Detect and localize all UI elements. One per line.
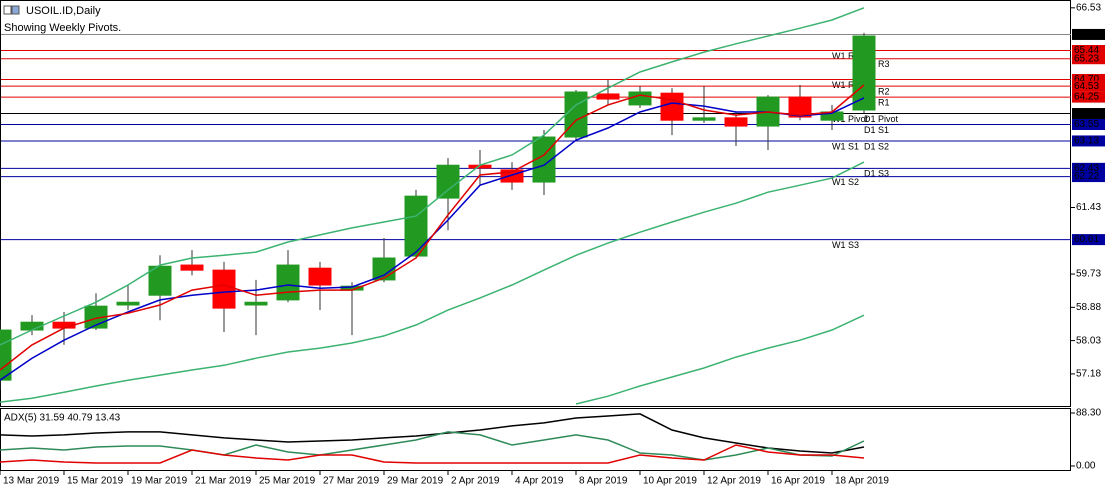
- indicator-line: [0, 444, 865, 464]
- price-box: [1072, 80, 1105, 92]
- y-tick-label: 59.73: [1076, 269, 1101, 280]
- price-box: [1072, 73, 1105, 85]
- pivot-label: D1 S3: [864, 169, 889, 179]
- x-tick-label: 16 Apr 2019: [771, 476, 825, 487]
- x-tick-label: 29 Mar 2019: [387, 476, 444, 487]
- price-box-label: 62.43: [1074, 163, 1099, 174]
- price-box: [1072, 135, 1105, 147]
- candle-body: [276, 264, 300, 301]
- price-box: [1072, 45, 1105, 57]
- x-tick-label: 25 Mar 2019: [259, 476, 316, 487]
- candle-body: [596, 93, 620, 100]
- y-tick-label: 0.00: [1076, 461, 1096, 472]
- price-box-label: 65.23: [1074, 53, 1099, 64]
- price-box: [1072, 119, 1105, 131]
- y-tick-label: 66.53: [1076, 2, 1101, 13]
- chart-subtitle: Showing Weekly Pivots.: [4, 22, 121, 34]
- indicator-line: [0, 431, 865, 461]
- pivot-label: D1 R2: [864, 87, 890, 97]
- x-tick-label: 12 Apr 2019: [707, 476, 761, 487]
- price-box-label: 64.25: [1074, 92, 1099, 103]
- candle-body: [724, 117, 748, 127]
- candle-body: [692, 117, 716, 121]
- x-tick-label: 18 Apr 2019: [835, 476, 889, 487]
- candle-body: [852, 35, 876, 111]
- x-tick-label: 8 Apr 2019: [579, 476, 628, 487]
- pivot-label: D1 R1: [864, 97, 890, 107]
- candle-body: [180, 264, 204, 271]
- indicator-line: [575, 314, 865, 405]
- x-tick-label: 15 Mar 2019: [67, 476, 124, 487]
- candle-body: [244, 301, 268, 306]
- y-tick-label: 58.03: [1076, 335, 1101, 346]
- pivot-label: W1 S2: [832, 177, 859, 187]
- candle-body: [0, 329, 12, 381]
- pivot-label: D1 S2: [864, 141, 889, 151]
- pivot-label: W1 Pivot: [832, 114, 869, 124]
- price-box-label: 63.55: [1074, 119, 1099, 130]
- indicator-line: [0, 84, 865, 371]
- bid-label: 65.85: [1074, 29, 1099, 40]
- y-tick-label: 61.43: [1076, 202, 1101, 213]
- candle-body: [116, 301, 140, 306]
- indicator-title: ADX(5) 31.59 40.79 13.43: [4, 413, 121, 424]
- main-panel: [0, 0, 1071, 407]
- indicator-line: [0, 161, 865, 403]
- x-tick-label: 2 Apr 2019: [451, 476, 500, 487]
- y-tick-label: 57.18: [1076, 369, 1101, 380]
- x-tick-label: 27 Mar 2019: [323, 476, 380, 487]
- candle-body: [212, 269, 236, 309]
- price-box: [1072, 53, 1105, 65]
- pivot-label: W1 S3: [832, 240, 859, 250]
- x-tick-label: 19 Mar 2019: [131, 476, 188, 487]
- chart-title: USOIL.ID,Daily: [26, 5, 101, 17]
- price-box-label: 60.61: [1074, 234, 1099, 245]
- price-box: [1072, 234, 1105, 246]
- candle-body: [148, 265, 172, 296]
- price-box-label: 64.70: [1074, 74, 1099, 85]
- candle-body: [308, 267, 332, 286]
- candle-body: [436, 164, 460, 199]
- adx-panel: [0, 408, 1071, 471]
- price-box-label: 65.44: [1074, 45, 1099, 56]
- y-tick-label: 88.30: [1076, 408, 1101, 419]
- price-box-label: 63.13: [1074, 136, 1099, 147]
- price-box: [1072, 171, 1105, 183]
- candle-body: [628, 91, 652, 106]
- candle-body: [564, 91, 588, 138]
- pivot-label: W1 R1: [832, 80, 860, 90]
- pivot-label: D1 S1: [864, 125, 889, 135]
- candle-body: [660, 92, 684, 121]
- pivot-label: W1 S1: [832, 141, 859, 151]
- price-box: [1072, 108, 1105, 120]
- x-tick-label: 4 Apr 2019: [515, 476, 564, 487]
- x-tick-label: 21 Mar 2019: [195, 476, 252, 487]
- pivot-label: D1 R3: [864, 59, 890, 69]
- price-box: [1072, 162, 1105, 174]
- price-box: [1072, 91, 1105, 103]
- candle-body: [788, 96, 812, 118]
- price-box-label: 64.53: [1074, 81, 1099, 92]
- y-tick-label: 58.88: [1076, 302, 1101, 313]
- bid-box: [1072, 28, 1105, 40]
- symbol-icon: [3, 5, 20, 15]
- indicator-line: [0, 413, 865, 454]
- x-tick-label: 10 Apr 2019: [643, 476, 697, 487]
- price-box-label: 63.83: [1074, 108, 1099, 119]
- price-box-label: 62.22: [1074, 171, 1099, 182]
- x-tick-label: 13 Mar 2019: [3, 476, 60, 487]
- pivot-label: W1 R2: [832, 51, 860, 61]
- indicator-line: [0, 7, 865, 346]
- pivot-label: D1 Pivot: [864, 114, 899, 124]
